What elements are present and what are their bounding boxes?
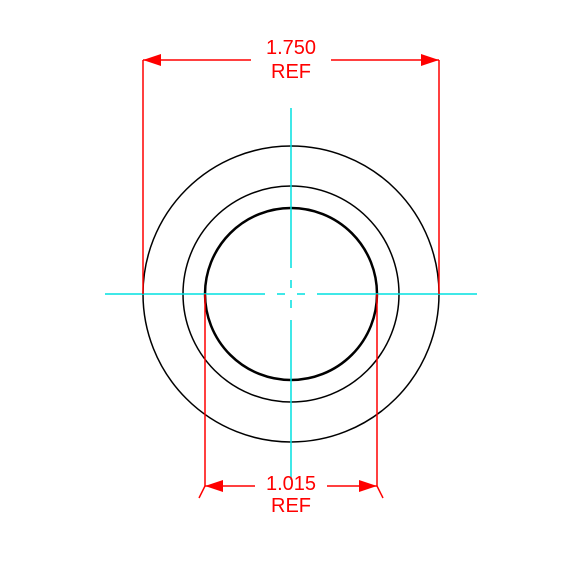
dim-arrow [421, 54, 439, 66]
dim-arrow [205, 480, 223, 492]
dim-ref-inner: REF [271, 495, 311, 517]
engineering-drawing: 1.750REF1.015REF [0, 0, 582, 567]
dim-ref-outer: REF [271, 61, 311, 83]
dim-arrow [143, 54, 161, 66]
dim-value-outer: 1.750 [266, 37, 316, 59]
ext-tail-inner-left [199, 486, 205, 498]
dim-arrow [359, 480, 377, 492]
ext-tail-inner-right [377, 486, 383, 498]
dim-value-inner: 1.015 [266, 473, 316, 495]
